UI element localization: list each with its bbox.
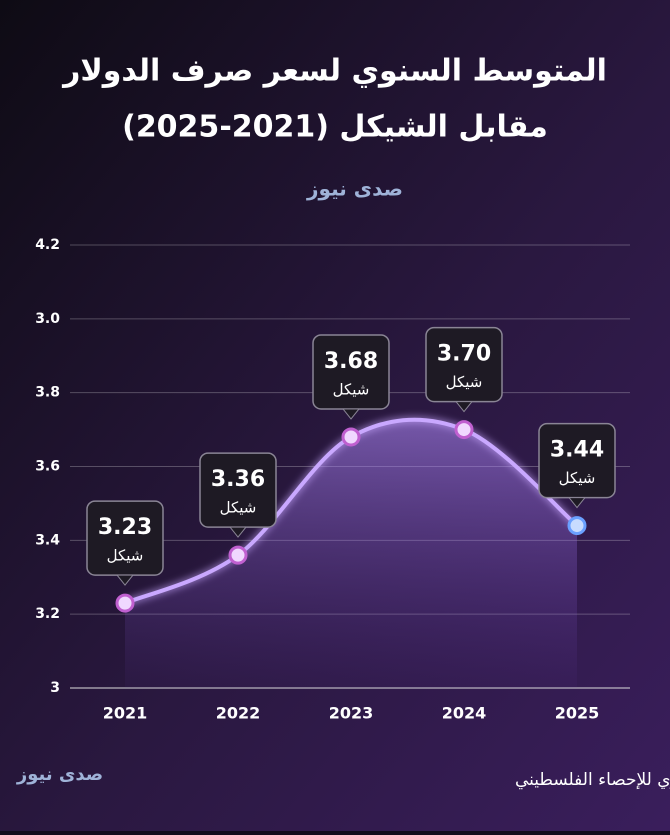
title-line: المتوسط السنوي لسعر صرف الدولار xyxy=(61,54,607,89)
point xyxy=(341,427,361,447)
title-line: مقابل الشيكل (2021-2025) xyxy=(122,110,548,145)
x-tick-label: 2024 xyxy=(442,704,487,723)
unit-label: شيكل xyxy=(446,373,483,391)
point xyxy=(228,545,248,565)
x-tick-label: 2025 xyxy=(555,704,600,723)
y-tick-label: 3 xyxy=(50,680,60,696)
value-label: 3.36 xyxy=(211,467,265,492)
callout-pointer xyxy=(454,401,474,413)
callout-pointer xyxy=(567,497,587,509)
unit-label: شيكل xyxy=(333,380,370,398)
value-label: 3.44 xyxy=(550,438,604,463)
unit-label: شيكل xyxy=(107,547,144,565)
value-label: 3.23 xyxy=(98,515,152,540)
logo: صدى نيوز xyxy=(306,177,403,201)
y-tick-label: 3.4 xyxy=(35,532,60,548)
point xyxy=(115,593,135,613)
value-label: 3.70 xyxy=(437,342,491,367)
value-label: 3.68 xyxy=(324,349,378,374)
callout-pointer xyxy=(228,526,248,538)
callout-pointer xyxy=(115,574,135,586)
y-tick-label: 4.2 xyxy=(35,237,60,253)
area xyxy=(125,419,577,688)
point xyxy=(454,420,474,440)
source: المصدر: الجهاز المركزي للإحصاء الفلسطيني xyxy=(515,770,670,790)
callout-pointer xyxy=(341,408,361,420)
x-tick-label: 2022 xyxy=(216,704,261,723)
logo: صدى نيوز xyxy=(16,764,103,785)
x-tick-label: 2023 xyxy=(329,704,374,723)
y-tick-label: 3.8 xyxy=(35,385,60,401)
y-tick-label: 3.0 xyxy=(35,311,60,327)
y-tick-label: 3.6 xyxy=(35,459,60,475)
unit-label: شيكل xyxy=(559,469,596,487)
unit-label: شيكل xyxy=(220,499,257,517)
x-tick-label: 2021 xyxy=(103,704,148,723)
point xyxy=(567,516,587,536)
y-tick-label: 3.2 xyxy=(35,606,60,622)
